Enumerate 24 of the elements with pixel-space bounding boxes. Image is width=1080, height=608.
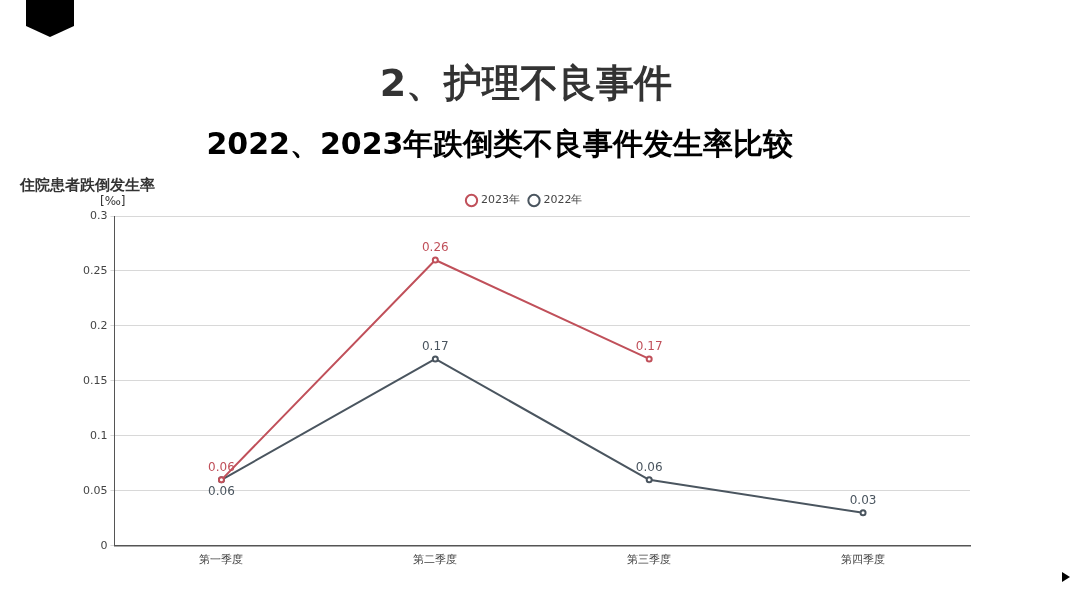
data-label: 0.06 [208, 483, 235, 498]
y-tick-label: 0.1 [89, 428, 108, 442]
data-label: 0.06 [208, 459, 235, 474]
y-tick-label: 0.15 [82, 373, 108, 387]
chart-subtitle: 2022、2023年跌倒类不良事件发生率比较 [205, 125, 795, 163]
chart-title: 2、护理不良事件 [378, 60, 674, 107]
y-tick-label: 0.2 [89, 318, 108, 332]
data-label: 0.06 [635, 459, 663, 474]
x-tick-label: 第一季度 [199, 553, 244, 567]
data-label: 0.26 [421, 240, 449, 255]
data-label: 0.17 [421, 339, 449, 354]
y-axis-title: 住院患者跌倒发生率 [20, 176, 155, 195]
y-tick-label: 0 [100, 538, 108, 552]
data-label: 0.03 [849, 492, 877, 507]
y-tick-label: 0.05 [82, 483, 108, 497]
y-tick-label: 0.25 [82, 263, 108, 277]
text: [‰] [100, 194, 126, 208]
legend-label: 2023年 [481, 193, 521, 207]
x-tick-label: 第二季度 [413, 553, 458, 567]
legend-label: 2022年 [543, 193, 583, 207]
y-tick-label: 0.3 [89, 208, 108, 222]
x-tick-label: 第四季度 [841, 553, 886, 567]
data-label: 0.17 [635, 339, 663, 354]
x-tick-label: 第三季度 [627, 553, 672, 567]
